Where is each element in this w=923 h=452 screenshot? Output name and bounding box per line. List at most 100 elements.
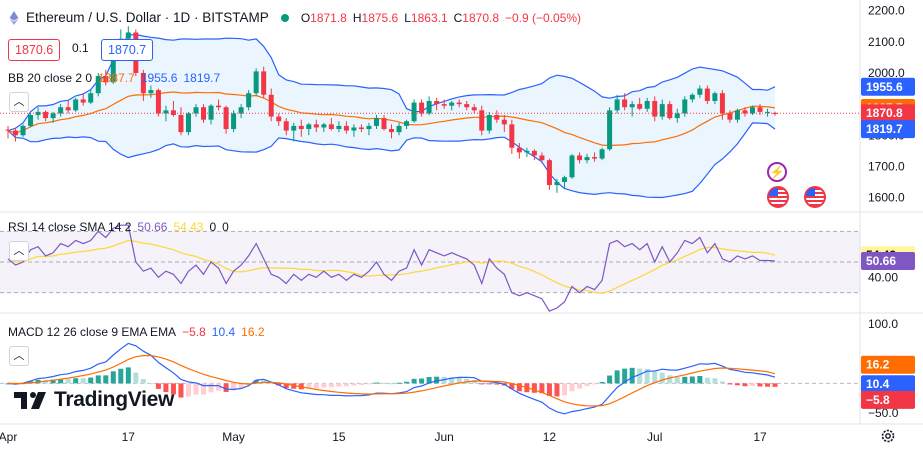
us-flag-event-icon[interactable] <box>767 186 789 208</box>
candle[interactable] <box>659 99 665 120</box>
candle[interactable] <box>321 122 327 133</box>
candle[interactable] <box>178 107 184 136</box>
candle[interactable] <box>20 124 26 137</box>
candle[interactable] <box>336 121 342 133</box>
candle[interactable] <box>772 111 778 116</box>
candle[interactable] <box>765 108 771 117</box>
collapse-rsi-button[interactable]: ︿ <box>9 241 29 261</box>
candle[interactable] <box>584 153 590 164</box>
candle[interactable] <box>411 99 417 123</box>
candle[interactable] <box>185 111 191 136</box>
candle[interactable] <box>561 175 567 189</box>
sell-price-button[interactable]: 1870.6 <box>8 39 61 61</box>
candle[interactable] <box>373 115 379 130</box>
collapse-legend-button[interactable]: ︿ <box>9 92 29 112</box>
candle[interactable] <box>201 104 207 123</box>
candle[interactable] <box>652 96 658 122</box>
candle[interactable] <box>577 152 583 164</box>
settings-gear-icon[interactable] <box>880 428 896 444</box>
candle[interactable] <box>501 115 507 133</box>
candle[interactable] <box>155 88 161 117</box>
candle[interactable] <box>404 119 410 130</box>
candle[interactable] <box>298 119 304 137</box>
candle[interactable] <box>381 115 387 131</box>
candle[interactable] <box>95 72 101 97</box>
candle[interactable] <box>43 110 49 122</box>
tradingview-logo[interactable]: TradingView <box>14 388 174 412</box>
candle[interactable] <box>494 110 500 123</box>
candle[interactable] <box>697 85 703 98</box>
candle[interactable] <box>524 147 530 158</box>
candle[interactable] <box>441 99 447 109</box>
candle[interactable] <box>569 153 575 179</box>
candle[interactable] <box>238 104 244 119</box>
candle[interactable] <box>103 69 109 86</box>
bb-legend[interactable]: BB 20 close 2 0 1887.7 1955.6 1819.7 <box>8 71 220 85</box>
candle[interactable] <box>343 121 349 134</box>
candle[interactable] <box>396 122 402 136</box>
candle[interactable] <box>58 104 64 117</box>
candle[interactable] <box>456 99 462 108</box>
buy-price-button[interactable]: 1870.7 <box>101 39 154 61</box>
candle[interactable] <box>88 90 94 105</box>
candle[interactable] <box>614 94 620 114</box>
candle[interactable] <box>216 99 222 111</box>
candle[interactable] <box>712 91 718 105</box>
candle[interactable] <box>276 113 282 126</box>
candle[interactable] <box>607 107 613 151</box>
candle[interactable] <box>449 100 455 111</box>
candle[interactable] <box>231 110 237 133</box>
candle[interactable] <box>486 111 492 134</box>
candle[interactable] <box>170 100 176 117</box>
candle[interactable] <box>223 105 229 134</box>
candle[interactable] <box>246 90 252 111</box>
candle[interactable] <box>148 85 154 98</box>
candle[interactable] <box>734 108 740 123</box>
candle[interactable] <box>689 93 695 103</box>
candle[interactable] <box>622 93 628 111</box>
candle[interactable] <box>644 97 650 112</box>
candle[interactable] <box>509 119 515 154</box>
us-flag-event-icon[interactable] <box>804 186 826 208</box>
candle[interactable] <box>419 99 425 117</box>
candle[interactable] <box>283 118 289 136</box>
candle[interactable] <box>50 111 56 123</box>
candle[interactable] <box>73 97 79 112</box>
symbol-legend[interactable]: Ethereum / U.S. Dollar · 1D · BITSTAMP O… <box>8 10 581 25</box>
candle[interactable] <box>667 100 673 120</box>
candle[interactable] <box>291 122 297 142</box>
candle[interactable] <box>426 96 432 116</box>
rsi-legend[interactable]: RSI 14 close SMA 14 2 50.66 54.43 0 0 <box>8 220 229 234</box>
candle[interactable] <box>464 100 470 111</box>
candle[interactable] <box>28 113 34 128</box>
candle[interactable] <box>306 122 312 136</box>
candle[interactable] <box>749 105 755 116</box>
candle[interactable] <box>592 152 598 162</box>
candle[interactable] <box>253 68 259 97</box>
lightning-event-icon[interactable]: ⚡ <box>767 162 787 182</box>
candle[interactable] <box>193 104 199 117</box>
collapse-macd-button[interactable]: ︿ <box>9 346 29 366</box>
candle[interactable] <box>531 149 537 161</box>
candle[interactable] <box>554 178 560 193</box>
candle[interactable] <box>358 124 364 133</box>
candle[interactable] <box>629 100 635 117</box>
candle[interactable] <box>5 125 11 139</box>
candle[interactable] <box>328 118 334 131</box>
candle[interactable] <box>80 93 86 106</box>
candle[interactable] <box>479 105 485 136</box>
candle[interactable] <box>13 127 19 142</box>
candle[interactable] <box>546 158 552 190</box>
candle[interactable] <box>727 110 733 123</box>
candle[interactable] <box>742 107 748 117</box>
candle[interactable] <box>140 69 146 101</box>
candle[interactable] <box>471 104 477 114</box>
candle[interactable] <box>65 100 71 114</box>
candle[interactable] <box>674 108 680 123</box>
candle[interactable] <box>389 124 395 139</box>
candle[interactable] <box>539 152 545 164</box>
candle[interactable] <box>208 104 214 125</box>
candle[interactable] <box>366 122 372 136</box>
